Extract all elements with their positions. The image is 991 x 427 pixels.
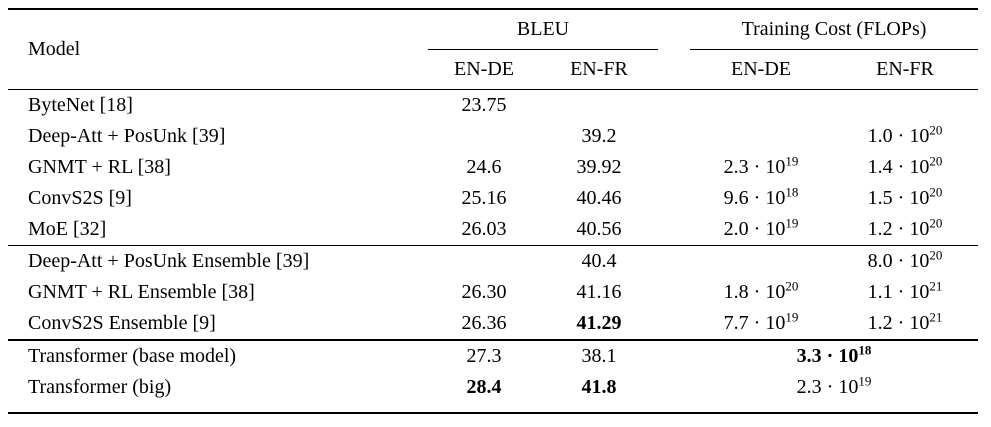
- bleu-en-fr: 38.1: [581, 345, 617, 367]
- table-row: Deep-Att + PosUnk [39] 39.2 1.0 · 1020: [8, 121, 978, 152]
- model-name: GNMT + RL [38]: [28, 156, 171, 178]
- table-row: GNMT + RL [38] 24.6 39.92 2.3 · 1019 1.4…: [8, 152, 978, 183]
- model-name: Transformer (big): [8, 372, 428, 414]
- table-row: Transformer (base model) 27.3 38.1 3.3 ·…: [8, 340, 978, 372]
- model-name: GNMT + RL Ensemble [38]: [28, 281, 255, 303]
- bleu-en-de: 23.75: [461, 94, 507, 116]
- bleu-en-de: 28.4: [428, 372, 540, 414]
- subheader-bleu-en-fr: EN-FR: [540, 49, 658, 90]
- cost-en-fr: 1.1 · 1021: [867, 278, 943, 303]
- bleu-en-fr: [540, 90, 658, 122]
- bleu-en-de: [428, 121, 540, 152]
- gap-cell: [658, 90, 690, 122]
- subheader-bleu-en-de: EN-DE: [428, 49, 540, 90]
- bleu-en-de: 25.16: [461, 187, 507, 209]
- cost-en-fr: [832, 90, 978, 122]
- cost-en-de: 2.3 · 1019: [723, 153, 799, 178]
- gap-cell: [658, 372, 690, 414]
- gap-cell: [658, 277, 690, 308]
- cost-en-de: 2.0 · 1019: [690, 214, 832, 246]
- bleu-en-fr: 39.92: [576, 156, 622, 178]
- gap-cell: [658, 246, 690, 278]
- model-name: ConvS2S Ensemble [9]: [8, 308, 428, 341]
- subheader-cost-en-fr: EN-FR: [832, 49, 979, 90]
- results-table: Model BLEU Training Cost (FLOPs) EN-DE E…: [8, 8, 979, 414]
- gap-cell: [658, 152, 690, 183]
- table-row: ByteNet [18] 23.75: [8, 90, 978, 122]
- model-name: MoE [32]: [8, 214, 428, 246]
- gap-cell: [658, 183, 690, 214]
- bleu-en-fr: 40.46: [576, 187, 622, 209]
- bleu-en-de: 26.03: [428, 214, 540, 246]
- gap-cell: [658, 308, 690, 341]
- model-name: Transformer (base model): [28, 345, 237, 367]
- cost-en-de: 7.7 · 1019: [690, 308, 832, 341]
- gap-cell: [658, 340, 690, 372]
- bleu-en-fr: 41.16: [576, 281, 622, 303]
- group-header-row: Model BLEU Training Cost (FLOPs): [8, 9, 979, 90]
- table-row: ConvS2S Ensemble [9] 26.36 41.29 7.7 · 1…: [8, 308, 979, 341]
- model-name: ByteNet [18]: [28, 94, 133, 116]
- cost-en-de: 9.6 · 1018: [723, 184, 799, 209]
- model-name: ConvS2S [9]: [28, 187, 132, 209]
- section-ensemble-models: Deep-Att + PosUnk Ensemble [39] 40.4 8.0…: [8, 246, 979, 341]
- section-transformer-models: Transformer (base model) 27.3 38.1 3.3 ·…: [8, 340, 979, 414]
- bleu-en-de: 26.36: [428, 308, 540, 341]
- gap-cell: [658, 121, 690, 152]
- table-row: GNMT + RL Ensemble [38] 26.30 41.16 1.8 …: [8, 277, 978, 308]
- bleu-en-de: [428, 246, 540, 278]
- column-header-model: Model: [8, 9, 428, 90]
- cost-en-fr: 1.2 · 1021: [832, 308, 979, 341]
- cost-combined: 3.3 · 1018: [796, 342, 872, 367]
- bleu-en-fr: 40.56: [540, 214, 658, 246]
- model-name: Deep-Att + PosUnk Ensemble [39]: [28, 250, 310, 272]
- section-single-models: ByteNet [18] 23.75 Deep-Att + PosUnk [39…: [8, 90, 979, 246]
- bleu-en-de: 26.30: [461, 281, 507, 303]
- table-header: Model BLEU Training Cost (FLOPs) EN-DE E…: [8, 9, 979, 90]
- table-row: ConvS2S [9] 25.16 40.46 9.6 · 1018 1.5 ·…: [8, 183, 978, 214]
- cost-en-de: 1.8 · 1020: [723, 278, 799, 303]
- column-gap-spacer: [658, 9, 690, 90]
- results-table-container: Model BLEU Training Cost (FLOPs) EN-DE E…: [8, 8, 979, 414]
- subheader-cost-en-de: EN-DE: [690, 49, 832, 90]
- cost-en-fr: 1.4 · 1020: [867, 153, 943, 178]
- cost-en-fr: 1.2 · 1020: [832, 214, 979, 246]
- table-row: Transformer (big) 28.4 41.8 2.3 · 1019: [8, 372, 979, 414]
- cost-en-de: [690, 90, 832, 122]
- bleu-en-fr: 39.2: [581, 125, 617, 147]
- cost-en-fr: 1.0 · 1020: [867, 122, 943, 147]
- table-row: MoE [32] 26.03 40.56 2.0 · 1019 1.2 · 10…: [8, 214, 979, 246]
- bleu-en-fr: 41.29: [540, 308, 658, 341]
- bleu-en-de: 24.6: [466, 156, 502, 178]
- column-group-training-cost: Training Cost (FLOPs): [690, 9, 979, 50]
- cost-en-de: [690, 121, 832, 152]
- cost-en-fr: 1.5 · 1020: [867, 184, 943, 209]
- model-name: Deep-Att + PosUnk [39]: [28, 125, 226, 147]
- bleu-en-fr: 41.8: [540, 372, 658, 414]
- cost-en-de: [690, 246, 832, 278]
- gap-cell: [658, 214, 690, 246]
- bleu-en-fr: 40.4: [581, 250, 617, 272]
- table-row: Deep-Att + PosUnk Ensemble [39] 40.4 8.0…: [8, 246, 978, 278]
- cost-en-fr: 8.0 · 1020: [867, 247, 943, 272]
- column-group-bleu: BLEU: [428, 9, 658, 50]
- bleu-en-de: 27.3: [466, 345, 502, 367]
- sub-header-row: EN-DE EN-FR EN-DE EN-FR: [8, 49, 979, 90]
- cost-combined: 2.3 · 1019: [690, 372, 979, 414]
